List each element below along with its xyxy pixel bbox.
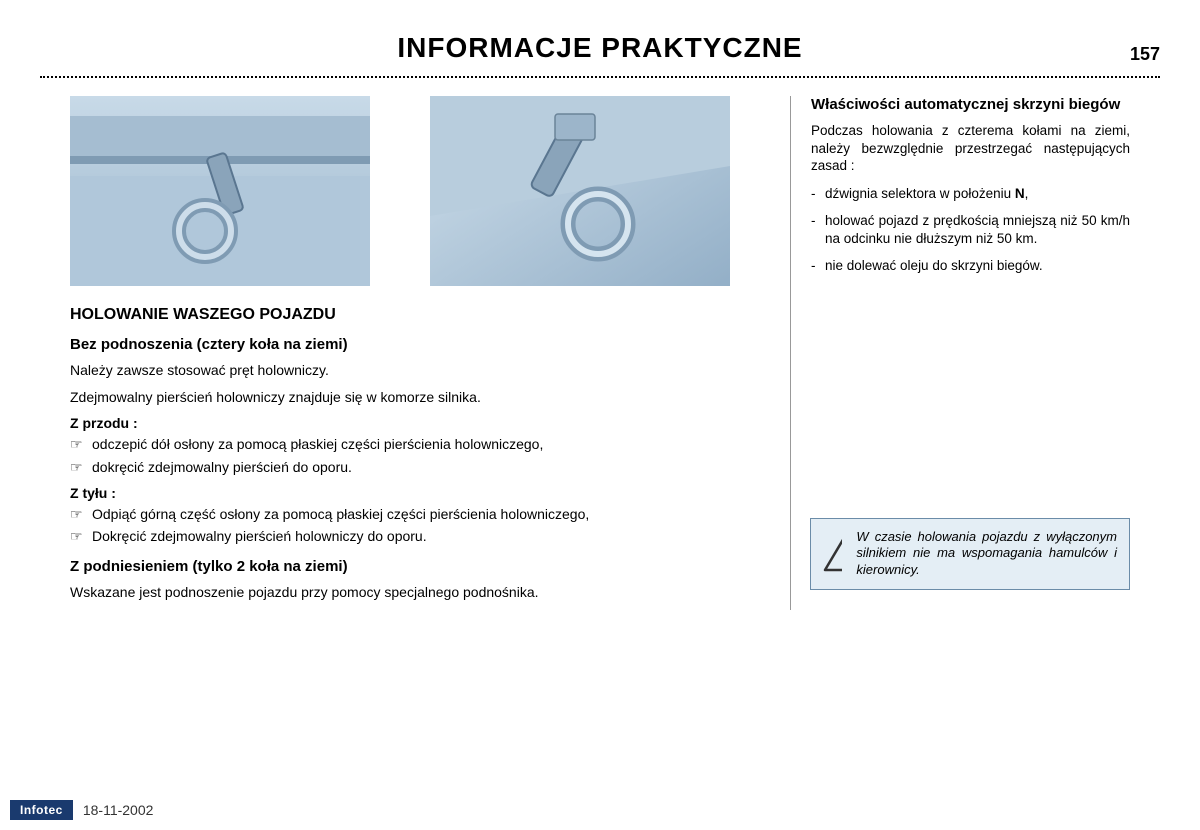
page-number: 157 xyxy=(1130,44,1160,65)
label-rear: Z tyłu : xyxy=(70,485,770,501)
list-item: ☞ dokręcić zdejmowalny pierścień do opor… xyxy=(70,458,770,477)
subsection-heading-raise: Z podniesieniem (tylko 2 koła na ziemi) xyxy=(70,558,770,575)
warning-text: W czasie holowania pojazdu z wyłączonym … xyxy=(856,529,1117,580)
hand-icon: ☞ xyxy=(70,527,92,546)
list-item: - holować pojazd z prędkością mniejszą n… xyxy=(811,212,1130,247)
figure-rear-tow-ring xyxy=(430,96,730,286)
text-pre: dźwignia selektora w położeniu xyxy=(825,186,1015,201)
list-item: ☞ Dokręcić zdejmowalny pierścień holowni… xyxy=(70,527,770,546)
right-heading: Właściwości automatycznej skrzyni biegów xyxy=(811,96,1130,114)
footer-date: 18-11-2002 xyxy=(83,802,154,818)
warning-callout: W czasie holowania pojazdu z wyłączonym … xyxy=(810,518,1130,591)
list-text: odczepić dół osłony za pomocą płaskiej c… xyxy=(92,435,770,454)
hand-icon: ☞ xyxy=(70,435,92,454)
dash-bullet: - xyxy=(811,257,825,275)
text-post: , xyxy=(1025,186,1029,201)
list-text: dźwignia selektora w położeniu N, xyxy=(825,185,1130,203)
list-item: ☞ odczepić dół osłony za pomocą płaskiej… xyxy=(70,435,770,454)
dash-bullet: - xyxy=(811,185,825,203)
paragraph: Zdejmowalny pierścień holowniczy znajduj… xyxy=(70,388,770,407)
divider-dotted xyxy=(40,76,1160,78)
list-item: ☞ Odpiąć górną część osłony za pomocą pł… xyxy=(70,505,770,524)
right-column: Właściwości automatycznej skrzyni biegów… xyxy=(790,96,1130,610)
list-item: - dźwignia selektora w położeniu N, xyxy=(811,185,1130,203)
content-area: HOLOWANIE WASZEGO POJAZDU Bez podnoszeni… xyxy=(70,96,1160,610)
right-intro: Podczas holowania z czterema kołami na z… xyxy=(811,122,1130,175)
list-text: Odpiąć górną część osłony za pomocą płas… xyxy=(92,505,770,524)
list-text: nie dolewać oleju do skrzyni biegów. xyxy=(825,257,1130,275)
footer: Infotec 18-11-2002 xyxy=(10,800,153,820)
images-row xyxy=(70,96,770,286)
paragraph: Należy zawsze stosować pręt holowniczy. xyxy=(70,361,770,380)
warning-icon xyxy=(823,535,842,573)
list-item: - nie dolewać oleju do skrzyni biegów. xyxy=(811,257,1130,275)
list-text: holować pojazd z prędkością mniejszą niż… xyxy=(825,212,1130,247)
dash-bullet: - xyxy=(811,212,825,247)
list-text: dokręcić zdejmowalny pierścień do oporu. xyxy=(92,458,770,477)
hand-icon: ☞ xyxy=(70,505,92,524)
text-bold: N xyxy=(1015,186,1025,201)
hand-icon: ☞ xyxy=(70,458,92,477)
page-title: INFORMACJE PRAKTYCZNE xyxy=(0,32,1200,64)
paragraph: Wskazane jest podnoszenie pojazdu przy p… xyxy=(70,583,770,602)
subsection-heading-noraise: Bez podnoszenia (cztery koła na ziemi) xyxy=(70,336,770,353)
list-text: Dokręcić zdejmowalny pierścień holownicz… xyxy=(92,527,770,546)
section-heading: HOLOWANIE WASZEGO POJAZDU xyxy=(70,306,770,324)
infotec-badge: Infotec xyxy=(10,800,73,820)
left-column: HOLOWANIE WASZEGO POJAZDU Bez podnoszeni… xyxy=(70,96,770,610)
label-front: Z przodu : xyxy=(70,415,770,431)
figure-front-tow-ring xyxy=(70,96,370,286)
